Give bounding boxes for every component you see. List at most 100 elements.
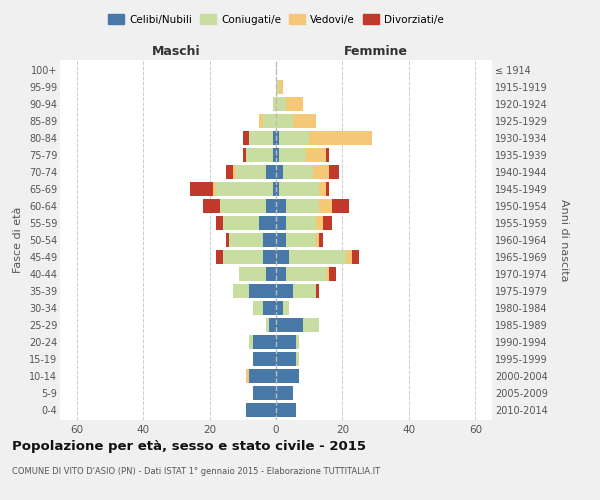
Bar — [326, 148, 329, 162]
Bar — [276, 250, 289, 264]
Bar — [259, 216, 276, 230]
Bar — [319, 182, 326, 196]
Bar — [286, 267, 326, 281]
Bar — [272, 132, 276, 145]
Bar — [263, 114, 276, 128]
Bar — [309, 132, 373, 145]
Bar — [233, 284, 250, 298]
Bar — [293, 114, 316, 128]
Bar — [253, 352, 276, 366]
Bar — [272, 98, 276, 111]
Bar — [246, 148, 272, 162]
Bar — [316, 216, 323, 230]
Legend: Celibi/Nubili, Coniugati/e, Vedovi/e, Divorziati/e: Celibi/Nubili, Coniugati/e, Vedovi/e, Di… — [104, 10, 448, 29]
Bar — [296, 352, 299, 366]
Bar — [269, 318, 276, 332]
Bar — [283, 301, 289, 314]
Bar — [213, 182, 216, 196]
Bar — [243, 148, 246, 162]
Y-axis label: Fasce di età: Fasce di età — [13, 207, 23, 273]
Bar — [332, 199, 349, 213]
Text: Femmine: Femmine — [344, 46, 407, 59]
Bar — [259, 114, 263, 128]
Bar — [223, 250, 263, 264]
Bar — [323, 216, 332, 230]
Bar — [289, 250, 346, 264]
Bar — [276, 166, 283, 179]
Bar — [250, 335, 253, 348]
Bar — [286, 98, 302, 111]
Bar — [313, 166, 329, 179]
Bar — [263, 301, 276, 314]
Bar — [250, 369, 276, 382]
Bar — [286, 199, 319, 213]
Bar — [276, 352, 296, 366]
Bar — [276, 369, 299, 382]
Bar — [190, 182, 213, 196]
Bar — [302, 318, 319, 332]
Bar — [243, 132, 250, 145]
Bar — [276, 216, 286, 230]
Bar — [280, 148, 306, 162]
Bar — [319, 233, 323, 247]
Bar — [306, 148, 326, 162]
Bar — [326, 182, 329, 196]
Bar — [250, 132, 272, 145]
Bar — [329, 166, 339, 179]
Bar — [216, 182, 272, 196]
Bar — [253, 335, 276, 348]
Bar — [276, 148, 280, 162]
Bar — [226, 233, 229, 247]
Bar — [263, 250, 276, 264]
Bar — [276, 98, 286, 111]
Bar — [276, 199, 286, 213]
Bar — [276, 301, 283, 314]
Bar — [296, 335, 299, 348]
Bar — [246, 369, 250, 382]
Bar — [216, 250, 223, 264]
Bar — [286, 233, 316, 247]
Bar — [276, 233, 286, 247]
Bar — [216, 216, 223, 230]
Bar — [329, 267, 336, 281]
Bar — [203, 199, 220, 213]
Bar — [283, 166, 313, 179]
Bar — [276, 182, 280, 196]
Bar — [223, 216, 259, 230]
Bar — [276, 284, 293, 298]
Bar — [272, 148, 276, 162]
Bar — [276, 386, 293, 400]
Text: Maschi: Maschi — [152, 46, 200, 59]
Bar — [326, 267, 329, 281]
Bar — [250, 284, 276, 298]
Bar — [266, 199, 276, 213]
Bar — [253, 386, 276, 400]
Bar — [316, 233, 319, 247]
Bar — [276, 114, 293, 128]
Bar — [276, 132, 280, 145]
Bar — [266, 166, 276, 179]
Bar — [239, 267, 266, 281]
Bar — [220, 199, 266, 213]
Bar — [263, 233, 276, 247]
Bar — [280, 182, 319, 196]
Text: COMUNE DI VITO D'ASIO (PN) - Dati ISTAT 1° gennaio 2015 - Elaborazione TUTTITALI: COMUNE DI VITO D'ASIO (PN) - Dati ISTAT … — [12, 468, 380, 476]
Bar — [276, 318, 302, 332]
Y-axis label: Anni di nascita: Anni di nascita — [559, 198, 569, 281]
Bar — [276, 267, 286, 281]
Bar — [272, 182, 276, 196]
Bar — [293, 284, 316, 298]
Bar — [276, 80, 280, 94]
Text: Popolazione per età, sesso e stato civile - 2015: Popolazione per età, sesso e stato civil… — [12, 440, 366, 453]
Bar — [236, 166, 266, 179]
Bar — [276, 335, 296, 348]
Bar — [233, 166, 236, 179]
Bar — [286, 216, 316, 230]
Bar — [226, 166, 233, 179]
Bar — [229, 233, 263, 247]
Bar — [246, 403, 276, 416]
Bar — [346, 250, 352, 264]
Bar — [266, 267, 276, 281]
Bar — [280, 132, 309, 145]
Bar — [280, 80, 283, 94]
